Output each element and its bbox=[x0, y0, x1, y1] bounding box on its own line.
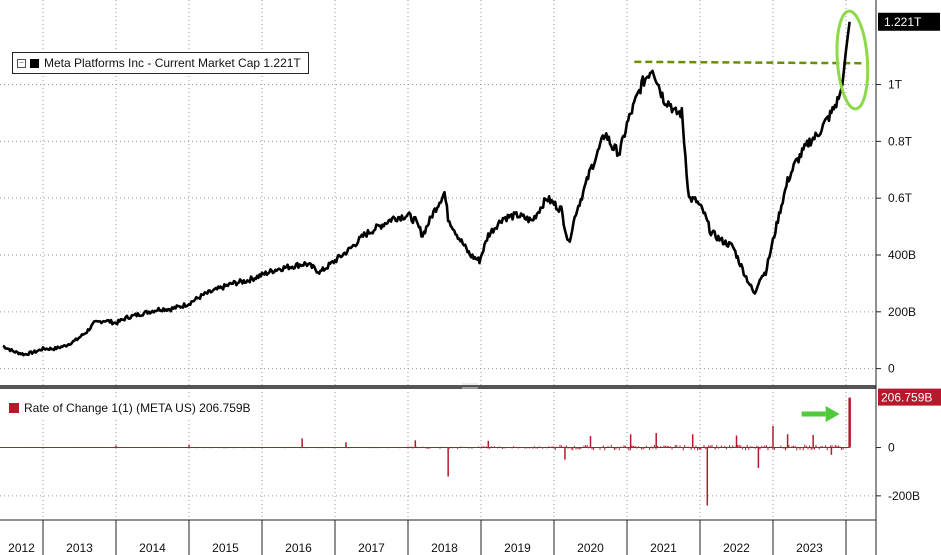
reference-line bbox=[634, 60, 864, 65]
y-tick-label: 0 bbox=[888, 362, 895, 376]
market-cap-legend[interactable]: − Meta Platforms Inc - Current Market Ca… bbox=[12, 52, 309, 74]
reference-dashed-line bbox=[634, 60, 864, 65]
x-tick-label: 2018 bbox=[431, 541, 458, 555]
y-tick-label: -200B bbox=[888, 489, 920, 503]
x-tick-label: 2015 bbox=[212, 541, 239, 555]
y-tick-label: 0.6T bbox=[888, 191, 913, 205]
x-tick-label: 2017 bbox=[358, 541, 385, 555]
y-tick-label: 400B bbox=[888, 248, 916, 262]
legend-collapse-icon[interactable]: − bbox=[17, 58, 26, 68]
lower-y-axis: 0 -200B bbox=[876, 441, 920, 503]
x-axis: 2012 2013 2014 2015 2016 2017 2018 2019 2020 2021… bbox=[0, 519, 876, 555]
market-cap-legend-label: Meta Platforms Inc - Current Market Cap … bbox=[44, 56, 301, 70]
green-arrow-annotation bbox=[801, 406, 840, 422]
roc-legend-label: Rate of Change 1(1) (META US) 206.759B bbox=[24, 401, 251, 415]
x-tick-label: 2013 bbox=[66, 541, 93, 555]
roc-tag: 206.759B bbox=[881, 391, 932, 405]
panel-divider[interactable] bbox=[0, 383, 876, 389]
roc-legend[interactable]: Rate of Change 1(1) (META US) 206.759B bbox=[5, 398, 255, 418]
market-cap-tag-bg bbox=[878, 12, 940, 31]
upper-panel-grid bbox=[0, 84, 876, 370]
arrow-head-icon bbox=[825, 406, 840, 422]
x-tick-label: 2014 bbox=[139, 541, 166, 555]
upper-y-axis: 0 200B 400B 0.6T 0.8T 1T bbox=[875, 0, 916, 555]
market-cap-tag: 1.221T bbox=[884, 15, 922, 29]
x-tick-label: 2019 bbox=[504, 541, 531, 555]
x-tick-label: 2016 bbox=[285, 541, 312, 555]
highlight-ellipse bbox=[835, 9, 870, 111]
x-tick-label: 2022 bbox=[723, 541, 750, 555]
x-tick-label: 2020 bbox=[577, 541, 604, 555]
year-gridlines bbox=[42, 0, 847, 520]
y-tick-label: 0.8T bbox=[888, 134, 913, 148]
last-value-tags: 1.221T 206.759B bbox=[878, 12, 941, 406]
rate-of-change-series bbox=[0, 397, 851, 506]
highlight-ellipse-shape bbox=[835, 9, 870, 111]
x-tick-label: 2021 bbox=[650, 541, 677, 555]
y-tick-label: 0 bbox=[888, 441, 895, 455]
legend-swatch-black bbox=[30, 58, 39, 68]
y-tick-label: 200B bbox=[888, 305, 916, 319]
x-tick-label: 2012 bbox=[8, 541, 35, 555]
roc-tag-bg bbox=[878, 388, 941, 406]
y-tick-label: 1T bbox=[888, 78, 903, 92]
x-tick-label: 2023 bbox=[796, 541, 823, 555]
market-cap-series bbox=[2, 21, 851, 357]
legend-swatch-red bbox=[9, 403, 19, 413]
market-cap-line bbox=[2, 21, 851, 357]
